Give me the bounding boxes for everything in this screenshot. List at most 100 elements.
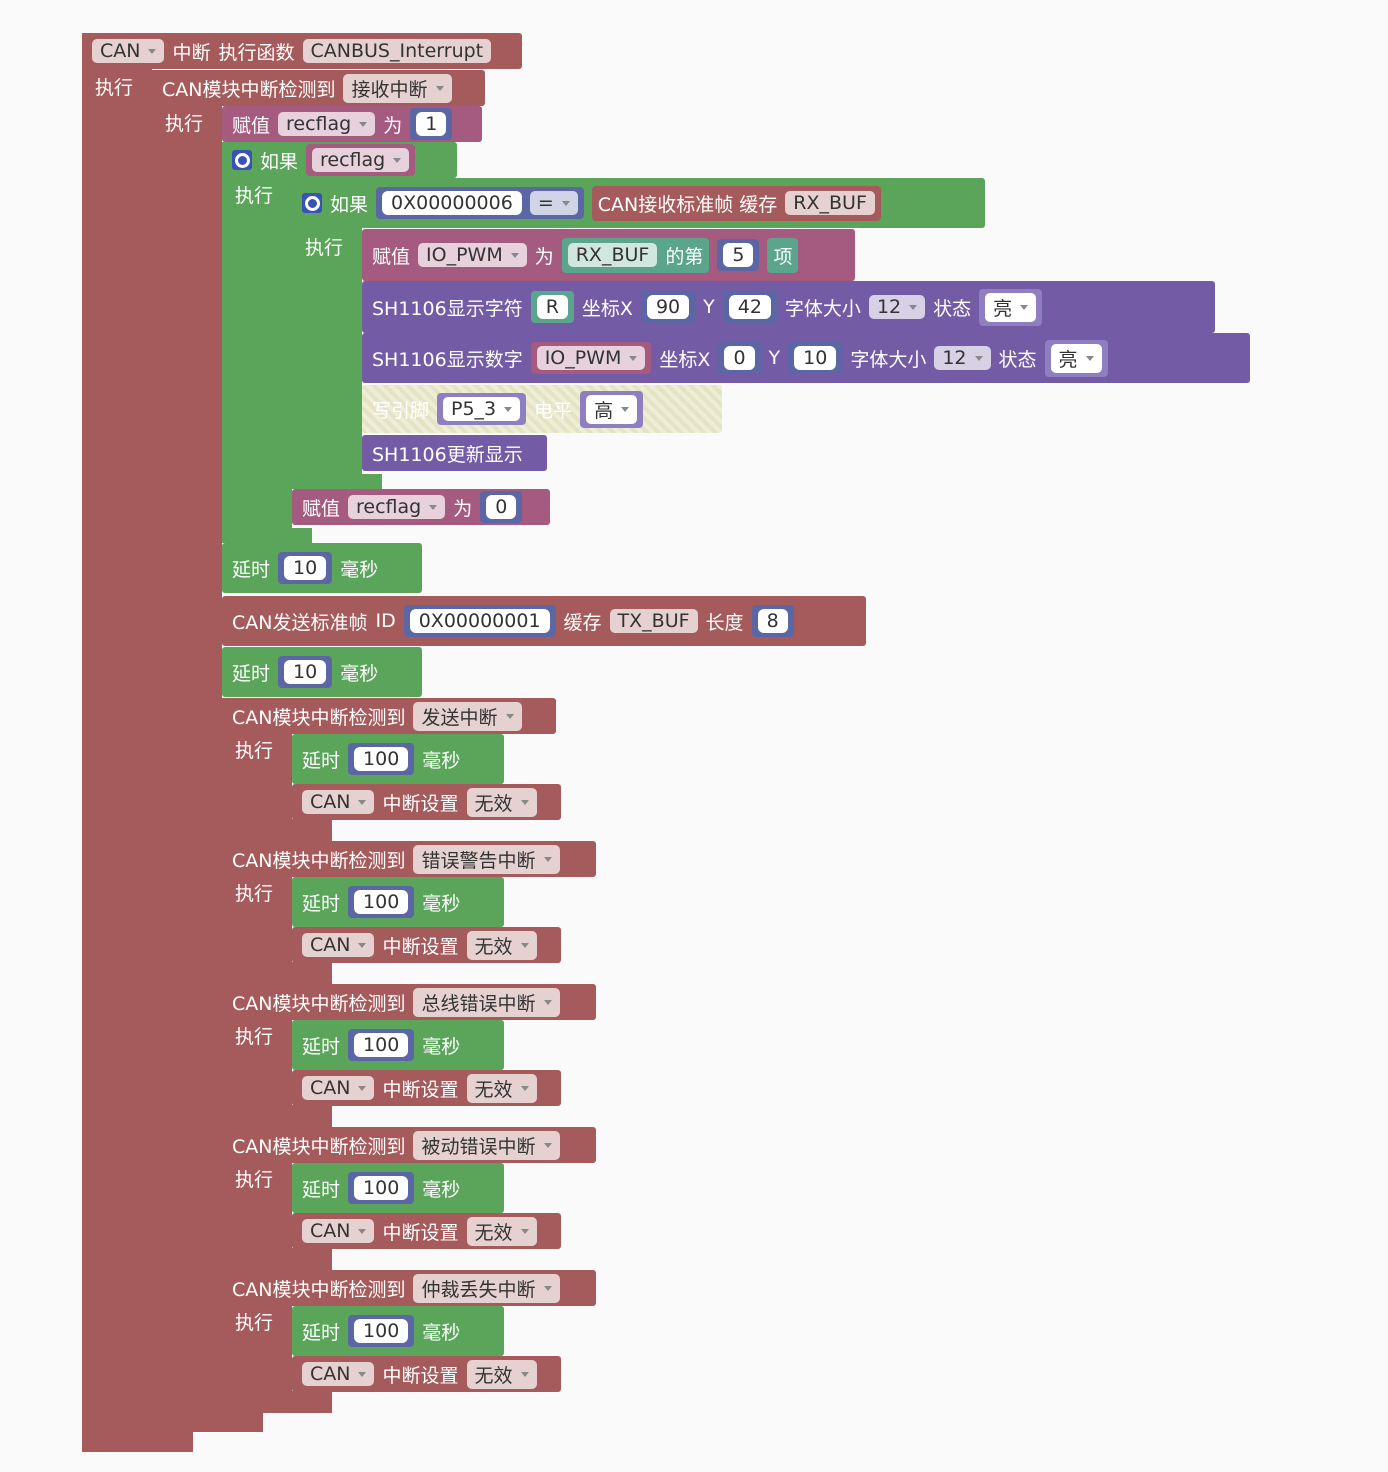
dropdown[interactable]: 12 xyxy=(868,295,926,319)
block-body xyxy=(82,1430,193,1452)
dropdown[interactable]: CAN xyxy=(302,790,375,814)
block-body xyxy=(82,33,152,1452)
dropdown[interactable]: 无效 xyxy=(466,1073,537,1103)
block: 延时 10 毫秒 xyxy=(222,647,422,697)
label: 毫秒 xyxy=(422,1321,461,1344)
dropdown[interactable]: IO_PWM xyxy=(536,346,646,370)
nested-block: 10 xyxy=(278,656,333,688)
label: ID xyxy=(375,610,396,632)
dropdown[interactable]: 无效 xyxy=(466,930,537,960)
label: 中断 xyxy=(172,41,211,64)
nested-block: RX_BUF 的第 xyxy=(561,237,710,273)
block-body xyxy=(222,528,312,543)
dropdown[interactable]: 接收中断 xyxy=(343,73,452,103)
block: CAN模块中断检测到 错误警告中断 xyxy=(222,841,596,877)
label: 中断设置 xyxy=(382,1078,459,1101)
label: 执行 xyxy=(235,882,274,905)
label: 字体大小 xyxy=(784,297,861,320)
label: 延时 xyxy=(302,1321,341,1344)
label: CAN发送标准帧 xyxy=(232,611,368,634)
label: CAN模块中断检测到 xyxy=(232,1278,406,1301)
block: 赋值 recflag 为 0 xyxy=(292,489,550,525)
label: 执行 xyxy=(235,1025,274,1048)
input-field: 100 xyxy=(354,890,409,914)
block: CAN 中断设置 无效 xyxy=(292,1213,561,1249)
block: 延时 10 毫秒 xyxy=(222,543,422,593)
label: 状态 xyxy=(998,348,1037,371)
label: SH1106显示字符 xyxy=(372,297,523,320)
dropdown[interactable]: CAN xyxy=(302,1076,375,1100)
label: 中断设置 xyxy=(382,1221,459,1244)
dropdown[interactable]: 总线错误中断 xyxy=(413,987,560,1017)
label: 执行 xyxy=(305,236,344,259)
block: CAN模块中断检测到 发送中断 xyxy=(222,698,556,734)
block: CAN 中断设置 无效 xyxy=(292,927,561,963)
nested-block: 0X00000001 xyxy=(403,605,556,637)
input-field: 100 xyxy=(354,1033,409,1057)
field: CANBUS_Interrupt xyxy=(302,39,492,63)
block: CAN 中断 执行函数 CANBUS_Interrupt xyxy=(82,33,522,69)
dropdown[interactable]: 被动错误中断 xyxy=(413,1130,560,1160)
label: 长度 xyxy=(705,611,744,634)
dropdown[interactable]: CAN xyxy=(92,39,165,63)
label: 缓存 xyxy=(563,611,602,634)
block: CAN 中断设置 无效 xyxy=(292,784,561,820)
nested-block: 100 xyxy=(348,1029,415,1061)
block: SH1106显示数字 IO_PWM 坐标X 0 Y 10 字体大小 12 状态亮 xyxy=(362,333,1250,383)
dropdown[interactable]: = xyxy=(529,191,578,215)
block: CAN 中断设置 无效 xyxy=(292,1070,561,1106)
input-field: 1 xyxy=(416,112,447,136)
label: 执行 xyxy=(165,112,204,135)
dropdown[interactable]: 12 xyxy=(934,346,991,370)
dropdown[interactable]: 无效 xyxy=(466,787,537,817)
dropdown[interactable]: 仲裁丢失中断 xyxy=(413,1273,560,1303)
input-field: 10 xyxy=(284,556,327,580)
block: 写引脚 P5_3 电平高 xyxy=(362,385,722,433)
dropdown[interactable]: P5_3 xyxy=(443,397,521,421)
dropdown[interactable]: 错误警告中断 xyxy=(413,844,560,874)
nested-block: R xyxy=(530,291,574,323)
label: CAN模块中断检测到 xyxy=(232,706,406,729)
nested-block: CAN接收标准帧 缓存 RX_BUF xyxy=(591,185,881,221)
dropdown[interactable]: CAN xyxy=(302,933,375,957)
block: 如果 recflag xyxy=(222,142,457,178)
dropdown[interactable]: recflag xyxy=(278,112,376,136)
field: TX_BUF xyxy=(609,609,698,633)
dropdown[interactable]: recflag xyxy=(348,495,446,519)
dropdown[interactable]: 无效 xyxy=(466,1216,537,1246)
label: 为 xyxy=(534,245,554,268)
dropdown[interactable]: 无效 xyxy=(466,1359,537,1389)
block-body xyxy=(222,1248,332,1270)
dropdown[interactable]: CAN xyxy=(302,1362,375,1386)
label: CAN模块中断检测到 xyxy=(162,78,336,101)
field: RX_BUF xyxy=(785,191,875,215)
dropdown[interactable]: 高 xyxy=(586,394,638,424)
dropdown[interactable]: CAN xyxy=(302,1219,375,1243)
label: 坐标X xyxy=(659,348,711,371)
input-field: 42 xyxy=(728,295,771,319)
statement-label: 执行 xyxy=(85,68,141,104)
block-body xyxy=(292,178,362,489)
dropdown[interactable]: recflag xyxy=(312,148,410,172)
dropdown[interactable]: IO_PWM xyxy=(418,243,527,267)
label: SH1106更新显示 xyxy=(372,443,523,466)
block: CAN模块中断检测到 接收中断 xyxy=(152,70,485,106)
nested-block: 项 xyxy=(767,237,799,273)
label: CAN模块中断检测到 xyxy=(232,849,406,872)
nested-block: 亮 xyxy=(1044,339,1108,377)
dropdown[interactable]: 发送中断 xyxy=(413,701,522,731)
label: CAN模块中断检测到 xyxy=(232,992,406,1015)
dropdown[interactable]: 亮 xyxy=(1050,343,1102,373)
statement-label: 执行 xyxy=(225,1160,281,1196)
block: CAN发送标准帧 ID 0X00000001 缓存 TX_BUF 长度 8 xyxy=(222,596,866,646)
statement-label: 执行 xyxy=(225,731,281,767)
mutator-icon xyxy=(232,150,252,170)
label: 延时 xyxy=(302,1178,341,1201)
label: 坐标X xyxy=(581,297,633,320)
block: CAN模块中断检测到 仲裁丢失中断 xyxy=(222,1270,596,1306)
nested-block: 8 xyxy=(751,605,794,637)
nested-block: 0 xyxy=(718,342,761,374)
dropdown[interactable]: 亮 xyxy=(985,292,1037,322)
label: 毫秒 xyxy=(422,749,461,772)
